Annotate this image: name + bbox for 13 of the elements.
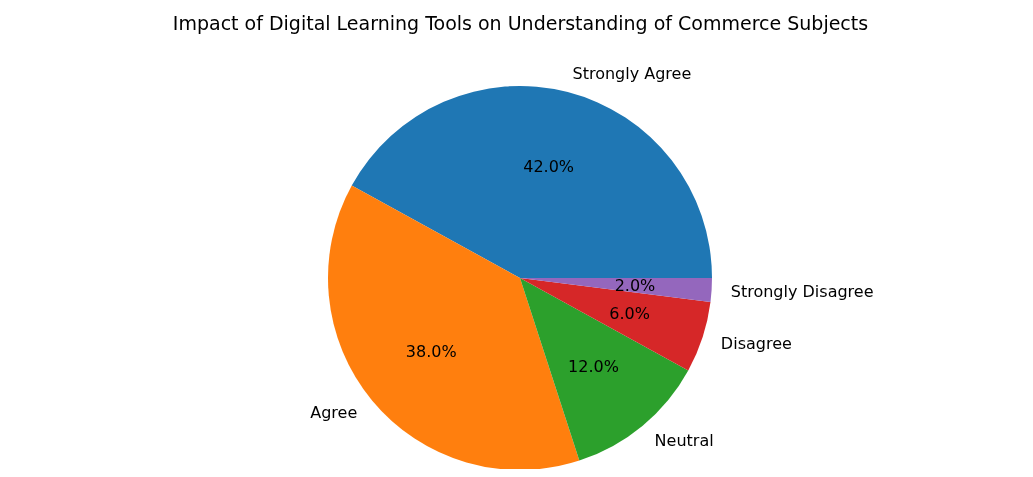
data-label: 6.0%	[609, 304, 650, 324]
pie-slice	[520, 278, 711, 371]
data-label: 12.0%	[568, 357, 619, 377]
slice-label: Disagree	[720, 333, 792, 353]
data-label: 2.0%	[614, 275, 656, 295]
slice-label: Neutral	[654, 431, 714, 451]
data-label: 42.0%	[523, 156, 575, 176]
slice-label: Agree	[310, 403, 358, 423]
data-label: 38.0%	[405, 341, 457, 361]
slice-label: Strongly Disagree	[730, 281, 874, 301]
slice-label: Strongly Agree	[572, 63, 692, 83]
chart-title: Impact of Digital Learning Tools on Understanding of Commerce Subjects	[172, 12, 869, 34]
pie-slice	[351, 86, 712, 278]
